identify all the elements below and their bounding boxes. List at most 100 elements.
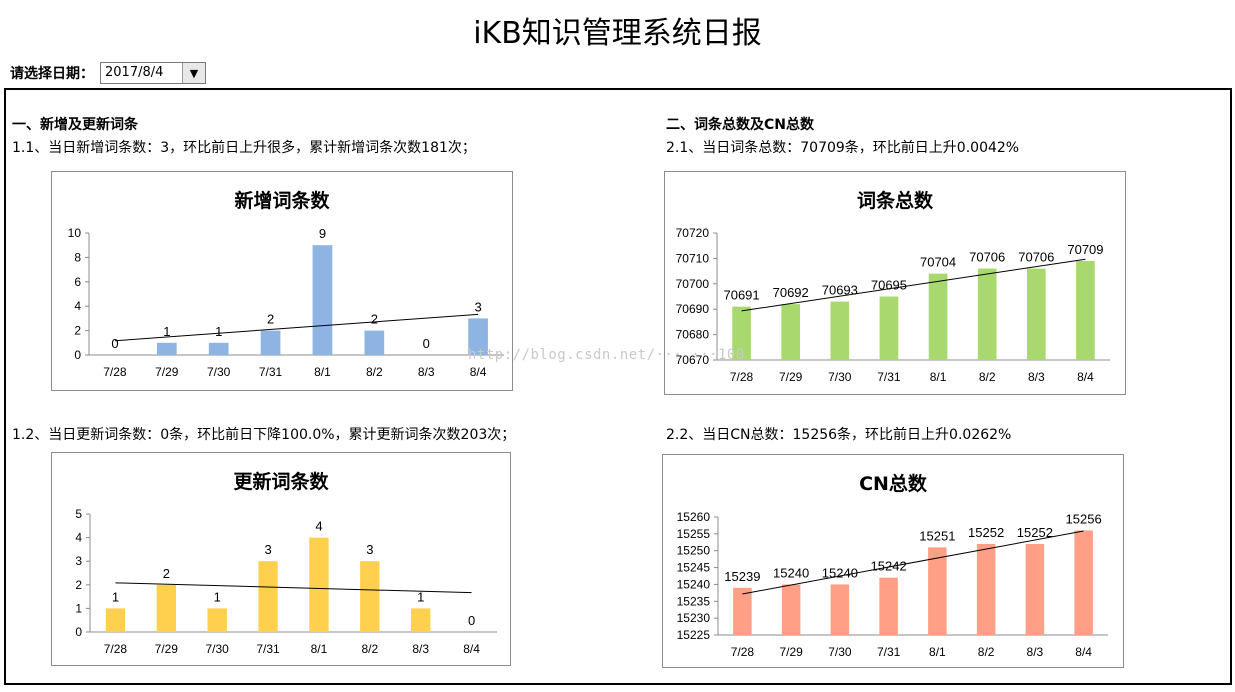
data-label: 15240 [822,565,858,580]
updated-entries-chart: 更新词条数 0 1 2 3 4 5 7/28 1 7/29 2 7/30 1 7/31 3 8/1 4 8/2 3 8… [51,452,511,666]
x-tick-label: 7/29 [779,370,803,384]
x-tick-label: 8/2 [979,370,996,384]
y-tick-label: 10 [68,226,82,240]
data-label: 0 [423,336,430,351]
date-select[interactable]: 2017/8/4 ▼ [100,62,206,84]
bar [156,342,177,355]
trendline [742,530,1084,595]
x-tick-label: 8/1 [929,645,946,659]
date-value: 2017/8/4 [105,65,164,80]
bar [309,537,329,632]
x-tick-label: 8/1 [311,642,328,656]
x-tick-label: 8/4 [1075,645,1092,659]
y-tick-label: 3 [75,554,82,568]
total-entries-chart: 词条总数 70670 70680 70690 70700 70710 70720 7/28 70… [664,171,1126,395]
bar [411,608,431,632]
bar [733,587,752,635]
y-tick-label: 4 [74,299,81,313]
x-tick-label: 8/3 [1028,370,1045,384]
x-tick-label: 7/30 [828,370,852,384]
section1-heading: 一、新增及更新词条 [12,117,138,133]
x-tick-label: 8/2 [361,642,378,656]
data-label: 4 [315,519,322,534]
x-tick-label: 8/3 [418,365,435,379]
y-tick-label: 70680 [676,328,710,342]
date-row: 请选择日期： 2017/8/4 ▼ [10,60,206,86]
y-tick-label: 0 [74,348,81,362]
bar [207,608,227,632]
bar [468,318,488,355]
bar [781,304,801,360]
new-entries-chart: 新增词条数 0 2 4 6 8 10 7/28 0 7/29 1 7/30 1 7/31 2 8/1 9 8/2 2… [51,171,513,391]
data-label: 15242 [871,559,907,574]
bar [781,584,801,635]
trendline [115,582,472,594]
y-tick-label: 15255 [677,527,711,541]
bar [1026,268,1046,360]
bar [879,296,899,360]
data-label: 15256 [1066,511,1102,526]
total-entries-chart-svg: 词条总数 70670 70680 70690 70700 70710 70720 7/28 70… [676,189,1110,384]
bar [1025,543,1045,635]
y-tick-label: 1 [75,601,82,615]
chart-title: 词条总数 [857,189,934,212]
bar [360,561,380,632]
data-label: 1 [214,589,221,604]
trendline [114,313,479,342]
y-tick-label: 15225 [677,628,711,642]
y-tick-label: 8 [74,250,81,264]
y-tick-label: 15240 [677,577,711,591]
y-tick-label: 70700 [676,277,710,291]
x-tick-label: 8/4 [1077,370,1094,384]
y-tick-label: 70710 [676,251,710,265]
data-label: 70704 [920,255,956,270]
y-tick-label: 5 [75,507,82,521]
data-label: 1 [215,324,222,339]
x-tick-label: 7/31 [259,365,283,379]
data-label: 15240 [773,565,809,580]
cn-total-chart: CN总数 15225 15230 15235 15240 15245 15250 15255 1… [662,454,1124,668]
data-label: 70706 [1018,250,1054,265]
y-tick-label: 6 [74,275,81,289]
cn-total-stat: 2.2、当日CN总数：15256条，环比前日上升0.0262% [666,427,1012,443]
data-label: 3 [474,299,481,314]
x-tick-label: 7/29 [779,645,803,659]
chart-title: 更新词条数 [233,470,329,493]
x-tick-label: 7/30 [207,365,231,379]
chart-title: 新增词条数 [234,189,330,212]
data-label: 15239 [724,569,760,584]
date-label: 请选择日期： [10,66,94,82]
data-label: 3 [366,542,373,557]
y-tick-label: 70690 [676,302,710,316]
bar [928,273,948,360]
data-label: 15252 [1017,525,1053,540]
chevron-down-icon[interactable]: ▼ [182,63,205,83]
x-tick-label: 7/30 [206,642,230,656]
x-tick-label: 7/28 [103,365,127,379]
data-label: 70693 [822,283,858,298]
bar [976,543,996,635]
bar [105,608,126,632]
bar [312,245,333,355]
data-label: 70695 [871,278,907,293]
bar [364,330,385,355]
data-label: 70692 [773,285,809,300]
x-tick-label: 7/31 [877,370,901,384]
x-tick-label: 8/4 [463,642,480,656]
x-tick-label: 7/28 [104,642,128,656]
x-tick-label: 8/2 [978,645,995,659]
data-label: 2 [163,566,170,581]
cn-total-chart-svg: CN总数 15225 15230 15235 15240 15245 15250 15255 1… [677,472,1108,659]
x-tick-label: 7/29 [155,365,179,379]
y-tick-label: 15250 [677,544,711,558]
x-tick-label: 8/3 [1027,645,1044,659]
data-label: 2 [267,312,274,327]
y-tick-label: 15245 [677,561,711,575]
data-label: 9 [319,226,326,241]
updated-entries-chart-svg: 更新词条数 0 1 2 3 4 5 7/28 1 7/29 2 7/30 1 7/31 3 8/1 4 8/2 3 8… [75,470,497,656]
x-tick-label: 7/31 [256,642,280,656]
x-tick-label: 7/29 [155,642,179,656]
new-entries-stat: 1.1、当日新增词条数：3，环比前日上升很多，累计新增词条次数181次； [12,140,476,156]
watermark: http://blog.csdn.net/··· ···100 [468,347,745,363]
y-tick-label: 4 [75,531,82,545]
